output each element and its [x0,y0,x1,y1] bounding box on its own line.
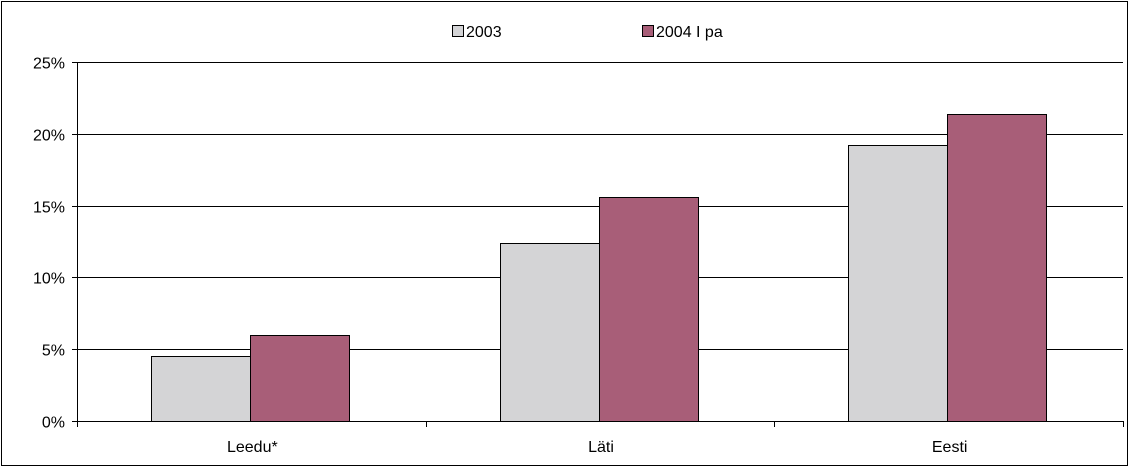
y-tick-label: 20% [33,128,65,145]
bars [151,114,1047,422]
x-tick-label: Eesti [932,439,968,456]
bar-2004-i-pa-0 [250,335,350,422]
legend: 2003 2004 I pa [452,24,723,41]
bar-2003-0 [151,356,251,422]
legend-swatch-0 [452,25,464,37]
bar-2004-i-pa-2 [947,114,1047,422]
bar-2003-1 [500,243,600,422]
axes: 0% 5% 10% 15% 20% 25% Leedu* Läti Eesti [33,56,1124,456]
legend-label-0: 2003 [466,24,502,41]
x-tick-label: Läti [588,439,614,456]
y-tick-label: 25% [33,56,65,73]
legend-swatch-1 [642,25,654,37]
y-tick-label: 5% [42,343,65,360]
bar-2003-2 [848,145,948,422]
x-tick-label: Leedu* [227,439,278,456]
y-tick-label: 10% [33,271,65,288]
y-tick-label: 0% [42,415,65,432]
y-tick-label: 15% [33,200,65,217]
bar-2004-i-pa-1 [599,197,699,422]
legend-label-1: 2004 I pa [656,24,723,41]
